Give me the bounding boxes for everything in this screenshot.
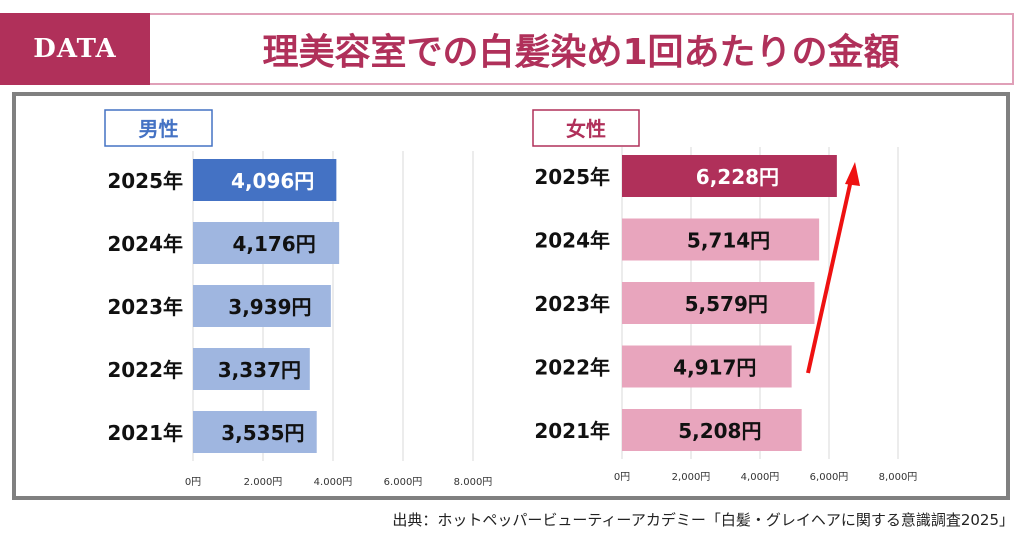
category-label: 2024年 xyxy=(107,232,183,256)
data-label: 5,714円 xyxy=(687,229,770,253)
category-label: 2025年 xyxy=(534,165,610,189)
data-label: 5,208円 xyxy=(678,419,761,443)
category-label: 2021年 xyxy=(107,421,183,445)
data-label: 4,096円 xyxy=(231,169,314,193)
category-label: 2024年 xyxy=(534,229,610,253)
data-label: 3,939円 xyxy=(228,295,311,319)
bar-2025年 xyxy=(622,155,837,197)
bar-2022年 xyxy=(622,345,792,388)
trend-arrow-line xyxy=(806,179,853,374)
bar-2021年 xyxy=(622,409,802,451)
data-label: 3,535円 xyxy=(221,421,304,445)
title-text: 理美容室での白髪染め1回あたりの金額 xyxy=(262,32,900,73)
panel-title: 女性 xyxy=(566,117,606,141)
trend-arrow-head xyxy=(845,162,860,186)
x-tick-label: 2.000円 xyxy=(244,477,283,488)
data-tag: DATA xyxy=(0,13,150,85)
bar-2022年 xyxy=(193,348,310,390)
x-tick-label: 4,000円 xyxy=(741,472,780,483)
data-label: 4,917円 xyxy=(673,356,756,380)
bar-2023年 xyxy=(193,285,331,327)
data-label: 3,337円 xyxy=(218,358,301,382)
data-label: 5,579円 xyxy=(685,292,768,316)
bar-2025年 xyxy=(193,159,337,201)
x-tick-label: 8.000円 xyxy=(454,477,493,488)
chart-frame xyxy=(12,92,1010,500)
page-title: 理美容室での白髪染め1回あたりの金額 xyxy=(150,13,1014,85)
x-tick-label: 6.000円 xyxy=(384,477,423,488)
data-label: 4,176円 xyxy=(232,232,315,256)
panel-title: 男性 xyxy=(139,117,179,141)
bar-2021年 xyxy=(193,411,317,453)
category-label: 2021年 xyxy=(534,419,610,443)
panel-title-box xyxy=(104,109,213,147)
x-tick-label: 0円 xyxy=(185,477,201,488)
category-label: 2025年 xyxy=(107,169,183,193)
category-label: 2022年 xyxy=(534,356,610,380)
category-label: 2023年 xyxy=(107,295,183,319)
bar-2023年 xyxy=(622,282,815,324)
bar-2024年 xyxy=(622,218,820,261)
category-label: 2023年 xyxy=(534,292,610,316)
panel-title-box xyxy=(532,109,640,147)
x-tick-label: 6,000円 xyxy=(810,472,849,483)
data-label: 6,228円 xyxy=(696,165,779,189)
x-tick-label: 8,000円 xyxy=(879,472,918,483)
category-label: 2022年 xyxy=(107,358,183,382)
source-note: 出典：ホットペッパービューティーアカデミー「白髪・グレイヘアに関する意識調査20… xyxy=(392,511,1014,529)
bar-2024年 xyxy=(193,222,340,264)
x-tick-label: 0円 xyxy=(614,472,630,483)
x-tick-label: 2,000円 xyxy=(672,472,711,483)
x-tick-label: 4.000円 xyxy=(314,477,353,488)
